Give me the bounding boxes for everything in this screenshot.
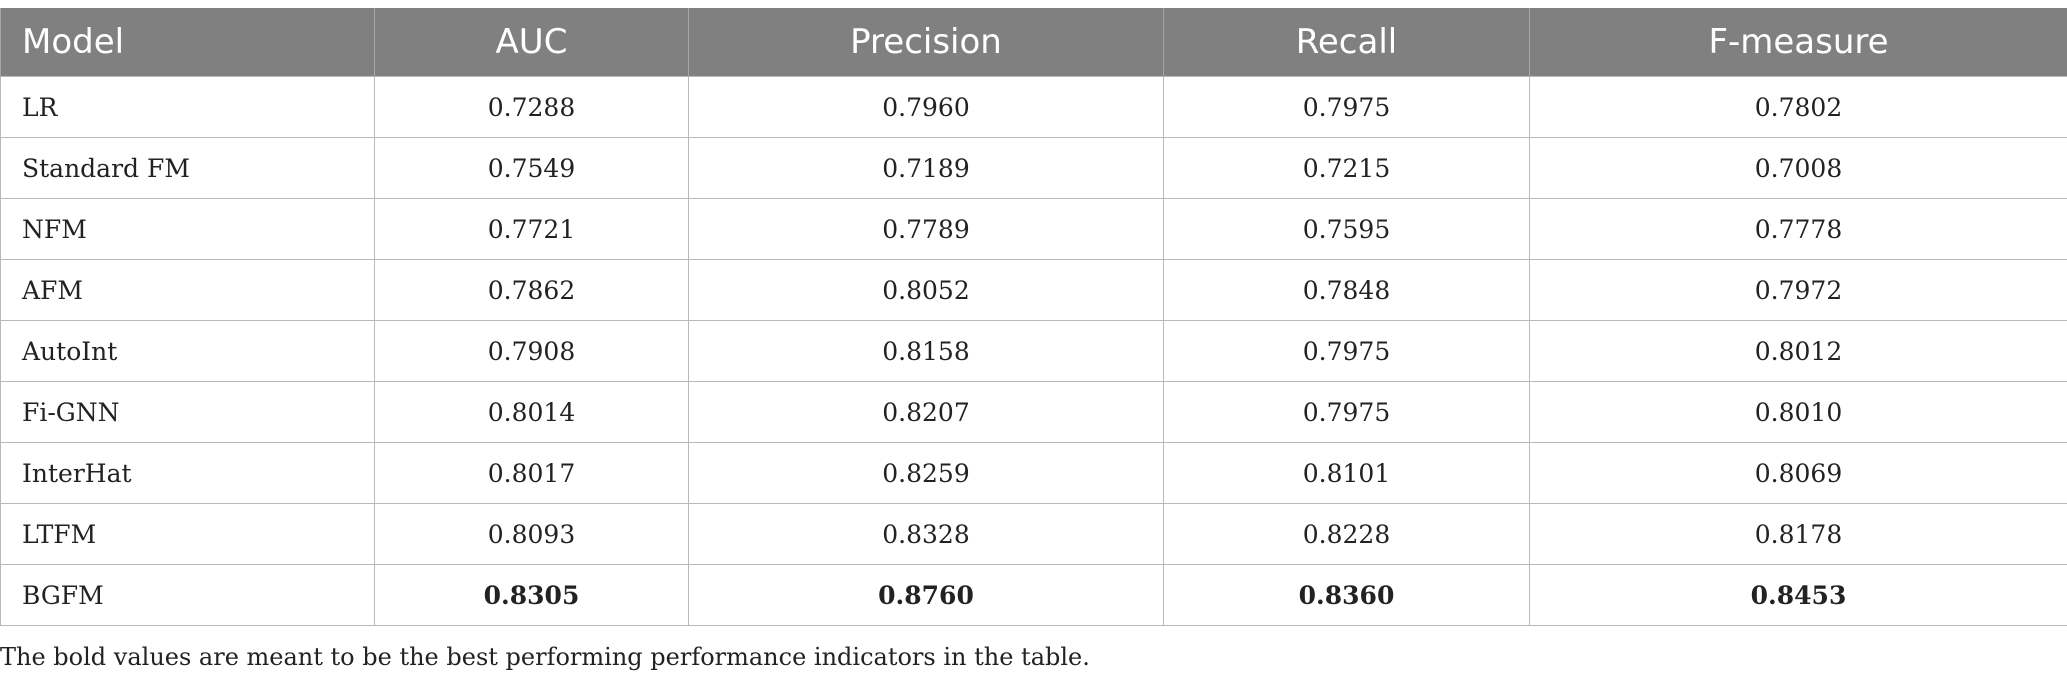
cell-recall: 0.7975	[1163, 76, 1530, 138]
header-recall: Recall	[1163, 8, 1530, 77]
cell-f-measure: 0.8010	[1529, 381, 2067, 443]
cell-precision: 0.7960	[688, 76, 1164, 138]
cell-f-measure: 0.8178	[1529, 503, 2067, 565]
cell-auc: 0.7288	[374, 76, 689, 138]
table-header: Model AUC Precision Recall F-measure	[0, 8, 2067, 77]
table-row: Standard FM 0.7549 0.7189 0.7215 0.7008	[0, 137, 2067, 199]
cell-model: LTFM	[0, 503, 375, 565]
cell-model: AutoInt	[0, 320, 375, 382]
table-row: LR 0.7288 0.7960 0.7975 0.7802	[0, 76, 2067, 138]
cell-recall: 0.7975	[1163, 381, 1530, 443]
cell-f-measure: 0.8069	[1529, 442, 2067, 504]
cell-auc: 0.7862	[374, 259, 689, 321]
table-footnote: The bold values are meant to be the best…	[0, 643, 1090, 671]
cell-precision: 0.7789	[688, 198, 1164, 260]
table-row-best: BGFM 0.8305 0.8760 0.8360 0.8453	[0, 564, 2067, 626]
cell-recall: 0.7595	[1163, 198, 1530, 260]
cell-model: LR	[0, 76, 375, 138]
table-row: Fi-GNN 0.8014 0.8207 0.7975 0.8010	[0, 381, 2067, 443]
table-body: LR 0.7288 0.7960 0.7975 0.7802 Standard …	[0, 76, 2067, 626]
cell-precision: 0.8259	[688, 442, 1164, 504]
cell-f-measure: 0.7008	[1529, 137, 2067, 199]
cell-recall-best: 0.8360	[1163, 564, 1530, 626]
cell-f-measure: 0.8012	[1529, 320, 2067, 382]
cell-model: Fi-GNN	[0, 381, 375, 443]
cell-model: Standard FM	[0, 137, 375, 199]
header-auc: AUC	[374, 8, 689, 77]
results-table-container: Model AUC Precision Recall F-measure LR …	[0, 8, 2067, 626]
cell-auc: 0.7908	[374, 320, 689, 382]
cell-precision: 0.8207	[688, 381, 1164, 443]
cell-f-measure: 0.7802	[1529, 76, 2067, 138]
header-model: Model	[0, 8, 375, 77]
cell-recall: 0.7975	[1163, 320, 1530, 382]
table-row: InterHat 0.8017 0.8259 0.8101 0.8069	[0, 442, 2067, 504]
cell-f-measure: 0.7778	[1529, 198, 2067, 260]
cell-precision: 0.8052	[688, 259, 1164, 321]
cell-recall: 0.8101	[1163, 442, 1530, 504]
header-f-measure: F-measure	[1529, 8, 2067, 77]
cell-model: InterHat	[0, 442, 375, 504]
cell-f-measure: 0.7972	[1529, 259, 2067, 321]
cell-auc-best: 0.8305	[374, 564, 689, 626]
results-table: Model AUC Precision Recall F-measure LR …	[0, 8, 2067, 626]
cell-model: NFM	[0, 198, 375, 260]
cell-f-measure-best: 0.8453	[1529, 564, 2067, 626]
cell-precision: 0.8158	[688, 320, 1164, 382]
table-row: LTFM 0.8093 0.8328 0.8228 0.8178	[0, 503, 2067, 565]
header-precision: Precision	[688, 8, 1164, 77]
cell-recall: 0.7848	[1163, 259, 1530, 321]
cell-model: AFM	[0, 259, 375, 321]
table-row: AFM 0.7862 0.8052 0.7848 0.7972	[0, 259, 2067, 321]
cell-auc: 0.8017	[374, 442, 689, 504]
cell-auc: 0.8093	[374, 503, 689, 565]
cell-auc: 0.7549	[374, 137, 689, 199]
table-row: NFM 0.7721 0.7789 0.7595 0.7778	[0, 198, 2067, 260]
cell-precision: 0.8328	[688, 503, 1164, 565]
cell-model: BGFM	[0, 564, 375, 626]
table-row: AutoInt 0.7908 0.8158 0.7975 0.8012	[0, 320, 2067, 382]
header-row: Model AUC Precision Recall F-measure	[0, 8, 2067, 77]
cell-precision-best: 0.8760	[688, 564, 1164, 626]
cell-recall: 0.8228	[1163, 503, 1530, 565]
cell-auc: 0.7721	[374, 198, 689, 260]
cell-recall: 0.7215	[1163, 137, 1530, 199]
cell-auc: 0.8014	[374, 381, 689, 443]
cell-precision: 0.7189	[688, 137, 1164, 199]
